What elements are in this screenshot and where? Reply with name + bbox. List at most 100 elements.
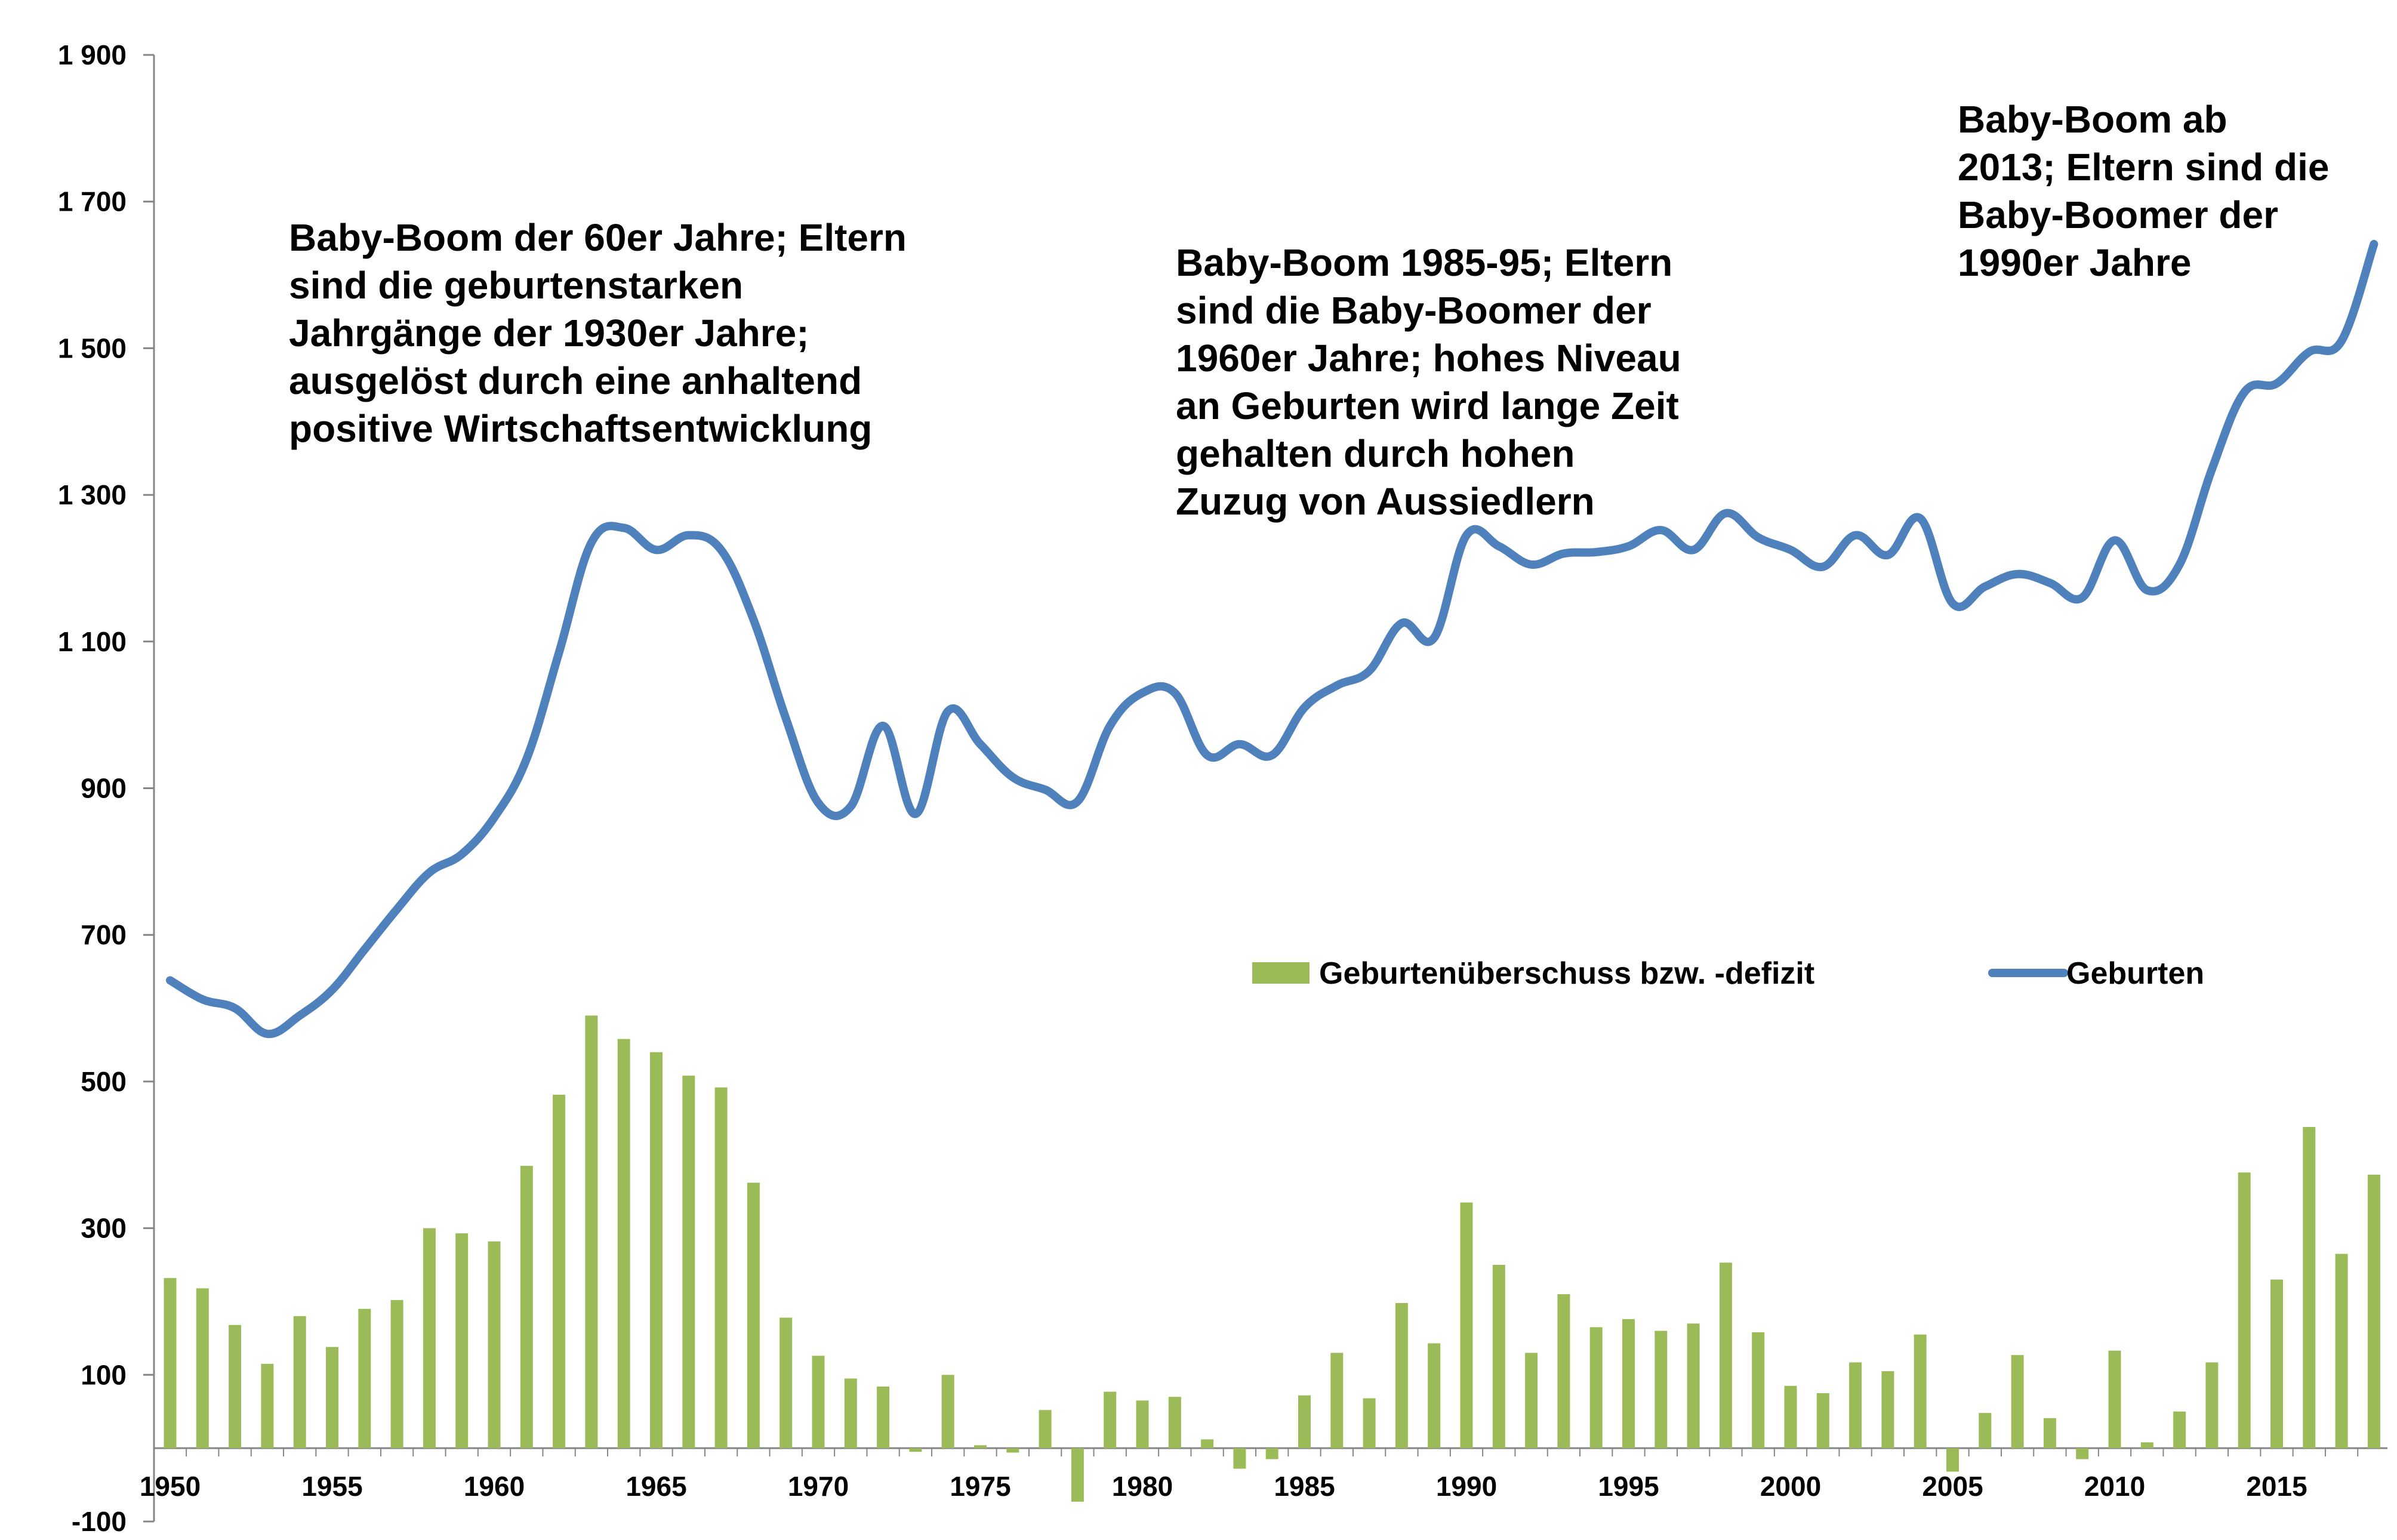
bar bbox=[1233, 1448, 1246, 1469]
bar bbox=[1881, 1371, 1894, 1449]
bar bbox=[1395, 1302, 1408, 1449]
bar bbox=[1719, 1262, 1732, 1449]
bar bbox=[229, 1325, 242, 1449]
bar bbox=[1655, 1330, 1668, 1449]
bar bbox=[747, 1182, 760, 1449]
legend-label-bars: Geburtenüberschuss bzw. -defizit bbox=[1319, 956, 1814, 991]
bar bbox=[293, 1316, 306, 1449]
y-tick-label: 1 700 bbox=[58, 186, 127, 217]
y-tick-label: 1 500 bbox=[58, 332, 127, 364]
y-tick-label: 700 bbox=[81, 919, 127, 950]
bar bbox=[2205, 1362, 2219, 1449]
x-tick-label: 1965 bbox=[626, 1471, 686, 1502]
bar bbox=[714, 1087, 728, 1449]
y-tick-label: -100 bbox=[72, 1506, 127, 1537]
bar bbox=[812, 1356, 825, 1449]
bar bbox=[358, 1308, 371, 1449]
bar-series bbox=[164, 1015, 2380, 1502]
bar bbox=[682, 1076, 695, 1449]
bar bbox=[455, 1233, 469, 1449]
bar bbox=[488, 1241, 501, 1449]
y-tick-label: 900 bbox=[81, 773, 127, 804]
bar bbox=[1589, 1327, 1603, 1449]
bar bbox=[941, 1375, 954, 1449]
legend-label-line: Geburten bbox=[2066, 956, 2204, 991]
bar bbox=[2140, 1442, 2153, 1449]
bar bbox=[1071, 1448, 1084, 1502]
bar bbox=[2108, 1350, 2121, 1449]
bar bbox=[423, 1228, 436, 1449]
y-tick-label: 1 300 bbox=[58, 479, 127, 510]
y-tick-label: 100 bbox=[81, 1359, 127, 1390]
bar bbox=[780, 1317, 793, 1449]
line-series bbox=[166, 239, 2378, 1039]
bar bbox=[1622, 1319, 1635, 1449]
bar bbox=[1104, 1391, 1117, 1449]
bar bbox=[1460, 1202, 1473, 1449]
bar bbox=[164, 1278, 177, 1449]
bar bbox=[1946, 1448, 1959, 1472]
x-tick-label: 2015 bbox=[2246, 1471, 2307, 1502]
annotation-line: an Geburten wird lange Zeit bbox=[1176, 384, 1679, 427]
y-tick-label: 1 900 bbox=[58, 39, 127, 70]
annotations: Baby-Boom der 60er Jahre; Eltern sind die… bbox=[289, 98, 2329, 523]
bar bbox=[196, 1288, 209, 1449]
bar bbox=[585, 1015, 598, 1449]
annotation-line: 2013; Eltern sind die bbox=[1958, 146, 2329, 189]
legend-swatch-bars bbox=[1252, 962, 1310, 984]
x-tick-label: 1955 bbox=[301, 1471, 362, 1502]
bar bbox=[1168, 1397, 1181, 1449]
bar bbox=[2303, 1127, 2316, 1449]
x-tick-label: 1970 bbox=[788, 1471, 849, 1502]
y-tick-label: 1 100 bbox=[58, 626, 127, 657]
legend: Geburtenüberschuss bzw. -defizit Geburte… bbox=[1252, 956, 2204, 991]
x-tick-label: 2005 bbox=[1922, 1471, 1983, 1502]
x-axis: 1950 1955 1960 1965 1970 1975 1980 1985 1990 1995… bbox=[140, 1447, 2387, 1502]
bar bbox=[1849, 1362, 1862, 1449]
bar bbox=[844, 1378, 857, 1449]
bar bbox=[1752, 1332, 1765, 1449]
bar bbox=[2270, 1279, 2283, 1449]
x-tick-label: 1995 bbox=[1598, 1471, 1659, 1502]
x-tick-label: 2010 bbox=[2084, 1471, 2145, 1502]
bar bbox=[2043, 1418, 2056, 1449]
bar bbox=[974, 1445, 987, 1449]
annotation-line: Baby-Boom 1985-95; Eltern bbox=[1176, 241, 1672, 284]
bar bbox=[261, 1363, 274, 1449]
annotation-line: 1960er Jahre; hohes Niveau bbox=[1176, 337, 1681, 380]
annotation-line: Baby-Boom ab bbox=[1958, 98, 2227, 141]
bar bbox=[1525, 1353, 1538, 1449]
x-tick-label: 1960 bbox=[464, 1471, 525, 1502]
bar bbox=[1687, 1323, 1700, 1449]
annotation-line: Jahrgänge der 1930er Jahre; bbox=[289, 312, 809, 355]
x-tick-label: 1980 bbox=[1112, 1471, 1173, 1502]
x-tick-label: 1975 bbox=[950, 1471, 1010, 1502]
bar bbox=[1557, 1294, 1570, 1449]
line-path bbox=[166, 239, 2378, 1039]
annotation-line: Baby-Boom der 60er Jahre; Eltern bbox=[289, 216, 907, 259]
bar bbox=[909, 1448, 922, 1452]
bar bbox=[1492, 1265, 1505, 1449]
bar bbox=[617, 1039, 630, 1449]
x-tick-label: 1985 bbox=[1274, 1471, 1335, 1502]
bar bbox=[1914, 1334, 1927, 1449]
bar bbox=[1784, 1385, 1797, 1449]
annotation-line: gehalten durch hohen bbox=[1176, 432, 1575, 475]
annotation-line: ausgelöst durch eine anhaltend bbox=[289, 359, 862, 402]
bar bbox=[326, 1347, 338, 1449]
y-tick-label: 500 bbox=[81, 1066, 127, 1097]
bar bbox=[2238, 1172, 2251, 1449]
bar bbox=[2367, 1174, 2380, 1449]
annotation-line: sind die geburtenstarken bbox=[289, 264, 743, 307]
annotation-line: sind die Baby-Boomer der bbox=[1176, 289, 1652, 332]
bar bbox=[1816, 1393, 1829, 1449]
annotation-line: Baby-Boomer der bbox=[1958, 193, 2278, 236]
bar bbox=[520, 1166, 533, 1449]
bar bbox=[553, 1095, 566, 1449]
bar bbox=[1265, 1448, 1278, 1459]
annotation-line: positive Wirtschaftsentwicklung bbox=[289, 407, 872, 450]
bar bbox=[877, 1386, 890, 1449]
x-tick-label: 1990 bbox=[1436, 1471, 1497, 1502]
bar bbox=[1136, 1400, 1149, 1449]
